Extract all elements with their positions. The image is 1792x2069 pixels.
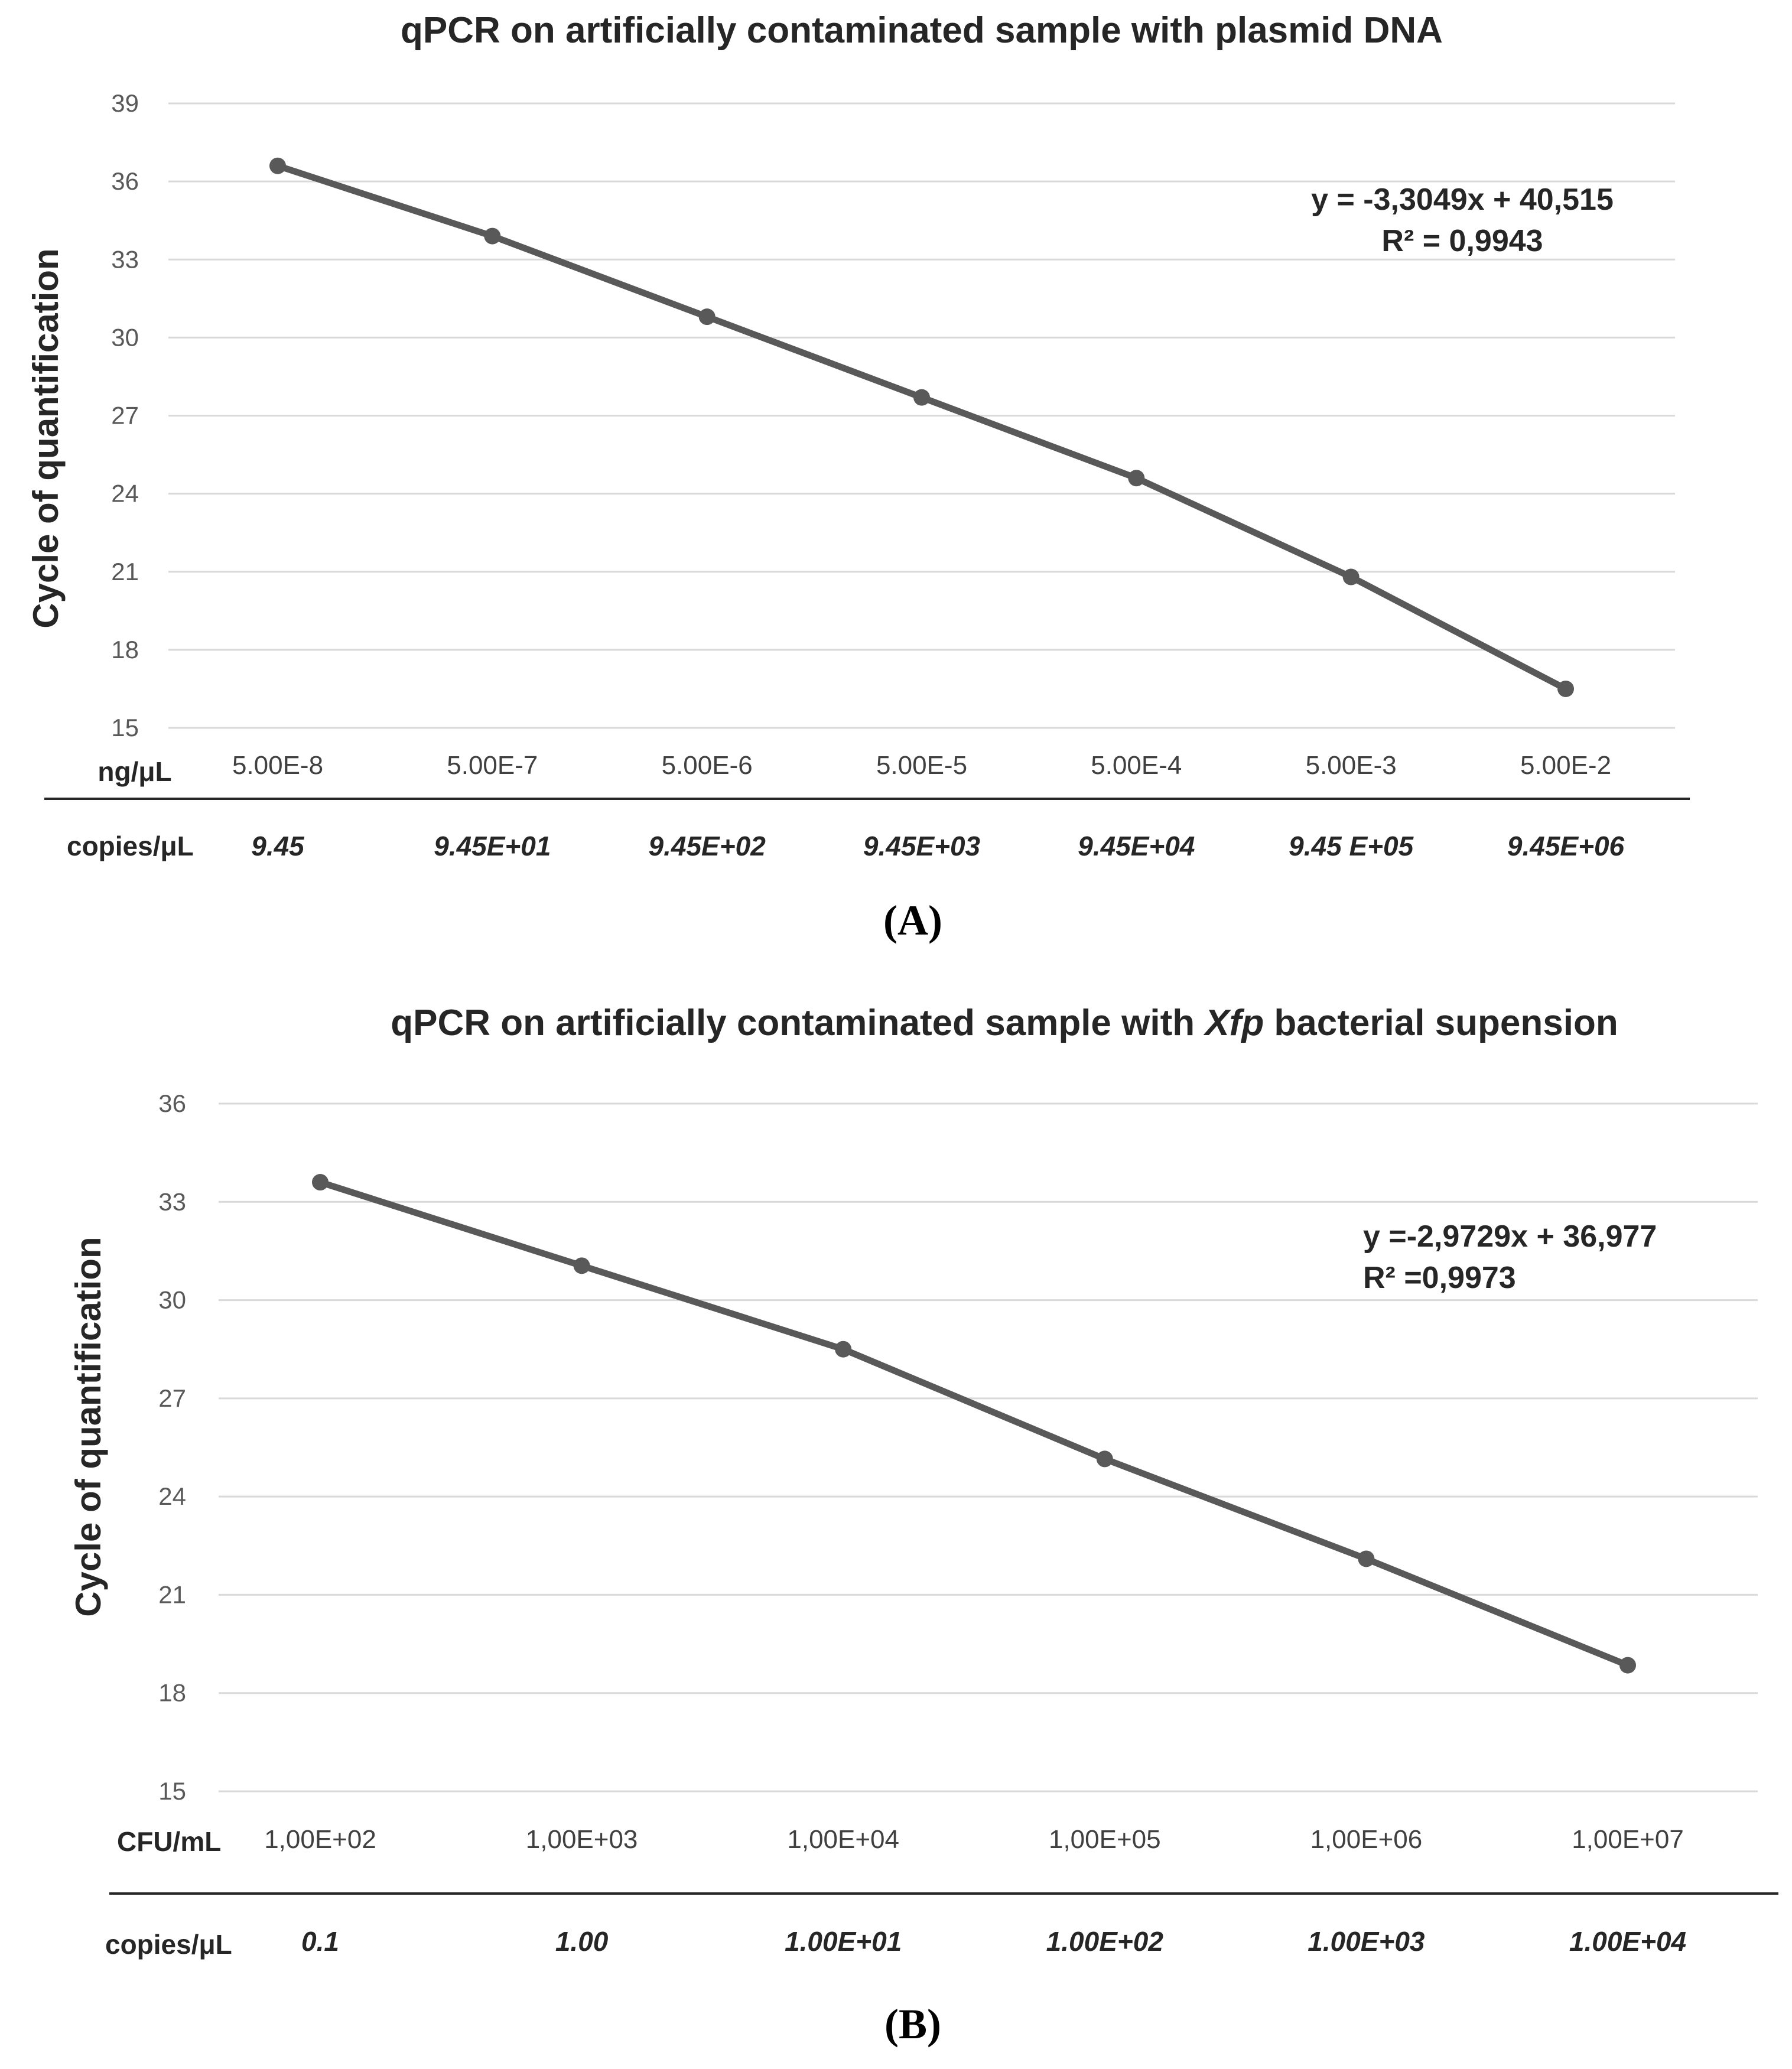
- chart-a-y-tick-label: 33: [111, 245, 139, 273]
- chart-b-copies-value: 1.00E+03: [1308, 1926, 1425, 1957]
- chart-a-y-tick-label: 21: [111, 558, 139, 585]
- chart-b-y-axis-label: Cycle of quantification: [69, 1237, 108, 1616]
- chart-a-data-point: [484, 227, 501, 245]
- chart-a: qPCR on artificially contaminated sample…: [26, 10, 1690, 944]
- chart-a-y-tick-label: 18: [111, 636, 139, 663]
- chart-a-title: qPCR on artificially contaminated sample…: [401, 10, 1443, 51]
- chart-a-gridlines: [168, 102, 1675, 729]
- chart-b-x-tick-label: 1,00E+05: [1049, 1825, 1161, 1854]
- chart-a-copies-value: 9.45E+01: [434, 831, 551, 861]
- chart-a-x-tick-label: 5.00E-7: [447, 751, 538, 780]
- chart-a-y-tick-label: 36: [111, 167, 139, 195]
- chart-b-gridlines: [219, 1102, 1758, 1793]
- chart-b-y-tick-label: 24: [158, 1482, 186, 1510]
- chart-a-data-point: [269, 157, 286, 174]
- chart-b-copies-label: copies/μL: [105, 1929, 232, 1960]
- chart-b-x-tick-label: 1,00E+06: [1310, 1825, 1423, 1854]
- chart-a-y-tick-label: 27: [111, 402, 139, 430]
- chart-a-x-tick-label: 5.00E-2: [1520, 751, 1611, 780]
- chart-a-data-point: [1342, 568, 1360, 585]
- chart-b-copies-value: 1.00E+02: [1046, 1926, 1164, 1957]
- chart-a-copies-value: 9.45E+02: [649, 831, 766, 861]
- panel-a-label: (A): [883, 897, 942, 944]
- chart-b-title-species: Xfp: [1203, 1003, 1264, 1043]
- chart-a-copies-label: copies/μL: [67, 831, 194, 861]
- chart-a-y-axis-label: Cycle of quantification: [26, 248, 66, 628]
- chart-a-series-line: [274, 162, 1569, 692]
- chart-b-y-tick-label: 15: [158, 1777, 186, 1805]
- chart-b-copies-value: 1.00E+04: [1569, 1926, 1686, 1957]
- chart-b-title: qPCR on artificially contaminated sample…: [391, 1003, 1618, 1043]
- chart-b-x-tick-label: 1,00E+07: [1572, 1825, 1684, 1854]
- chart-b-copies-value: 1.00: [555, 1926, 609, 1957]
- chart-b-copies-values: 0.1 1.00 1.00E+01 1.00E+02 1.00E+03 1.00E+04: [301, 1926, 1686, 1957]
- chart-a-copies-values: 9.45 9.45E+01 9.45E+02 9.45E+03 9.45E+04 9.45…: [251, 831, 1624, 861]
- chart-a-x-tick-label: 5.00E-3: [1306, 751, 1397, 780]
- panel-b-label: (B): [884, 2000, 941, 2048]
- chart-b-data-point: [1096, 1450, 1113, 1468]
- chart-b-y-tick-labels: 15 18 21 24 27 30 33 36: [158, 1089, 186, 1805]
- chart-a-copies-value: 9.45E+04: [1078, 831, 1195, 861]
- chart-a-y-tick-labels: 15 18 21 24 27 30 33 36 39: [111, 89, 139, 741]
- chart-b: qPCR on artificially contaminated sample…: [69, 1003, 1778, 2048]
- chart-b-x-tick-label: 1,00E+04: [787, 1825, 899, 1854]
- chart-a-r-squared: R² = 0,9943: [1381, 224, 1543, 258]
- chart-a-series-polyline: [274, 162, 1569, 692]
- chart-b-y-tick-label: 27: [158, 1384, 186, 1412]
- chart-b-y-tick-label: 30: [158, 1286, 186, 1314]
- chart-b-data-point: [573, 1257, 590, 1274]
- chart-b-r-squared: R² =0,9973: [1363, 1261, 1516, 1295]
- chart-a-data-point: [913, 389, 930, 406]
- chart-a-copies-value: 9.45E+06: [1507, 831, 1625, 861]
- chart-a-x-tick-label: 5.00E-4: [1091, 751, 1182, 780]
- chart-b-x-tick-label: 1,00E+03: [526, 1825, 638, 1854]
- chart-b-series-polyline: [317, 1179, 1631, 1669]
- chart-b-x-axis-unit-label: CFU/mL: [117, 1826, 221, 1857]
- chart-b-y-tick-label: 36: [158, 1089, 186, 1117]
- chart-b-x-tick-labels: 1,00E+02 1,00E+03 1,00E+04 1,00E+05 1,00E+06…: [264, 1825, 1684, 1854]
- chart-a-copies-value: 9.45E+03: [863, 831, 981, 861]
- chart-a-data-point: [698, 308, 716, 326]
- chart-a-x-tick-labels: 5.00E-8 5.00E-7 5.00E-6 5.00E-5 5.00E-4 5.00E…: [232, 751, 1611, 780]
- chart-a-data-points: [269, 157, 1574, 697]
- chart-b-trendline-equation: y =-2,9729x + 36,977: [1363, 1219, 1657, 1254]
- chart-a-data-point: [1128, 470, 1145, 487]
- chart-b-title-part-2: bacterial supension: [1264, 1003, 1618, 1043]
- chart-b-y-tick-label: 21: [158, 1580, 186, 1608]
- chart-a-y-tick-label: 39: [111, 89, 139, 117]
- chart-b-x-tick-label: 1,00E+02: [264, 1825, 376, 1854]
- chart-a-y-tick-label: 30: [111, 323, 139, 351]
- chart-b-data-point: [312, 1174, 329, 1191]
- chart-a-x-tick-label: 5.00E-5: [876, 751, 967, 780]
- chart-b-title-part-1: qPCR on artificially contaminated sample…: [391, 1003, 1205, 1043]
- chart-b-data-point: [1619, 1657, 1636, 1674]
- chart-b-y-tick-label: 33: [158, 1188, 186, 1215]
- chart-a-trendline-equation: y = -3,3049x + 40,515: [1311, 183, 1614, 217]
- chart-a-x-axis-unit-label: ng/μL: [97, 756, 171, 787]
- chart-a-x-tick-label: 5.00E-8: [232, 751, 323, 780]
- chart-b-data-point: [835, 1341, 852, 1358]
- chart-b-data-points: [312, 1174, 1636, 1674]
- chart-b-y-tick-label: 18: [158, 1679, 186, 1707]
- chart-a-copies-value: 9.45 E+05: [1289, 831, 1414, 861]
- chart-a-y-tick-label: 24: [111, 480, 139, 508]
- chart-a-copies-value: 9.45: [251, 831, 305, 861]
- chart-a-y-tick-label: 15: [111, 714, 139, 741]
- chart-b-copies-value: 1.00E+01: [785, 1926, 902, 1957]
- chart-a-x-tick-label: 5.00E-6: [662, 751, 753, 780]
- chart-b-series-line: [317, 1179, 1631, 1669]
- chart-a-data-point: [1557, 680, 1574, 697]
- chart-b-copies-value: 0.1: [301, 1926, 339, 1957]
- chart-b-data-point: [1358, 1550, 1375, 1567]
